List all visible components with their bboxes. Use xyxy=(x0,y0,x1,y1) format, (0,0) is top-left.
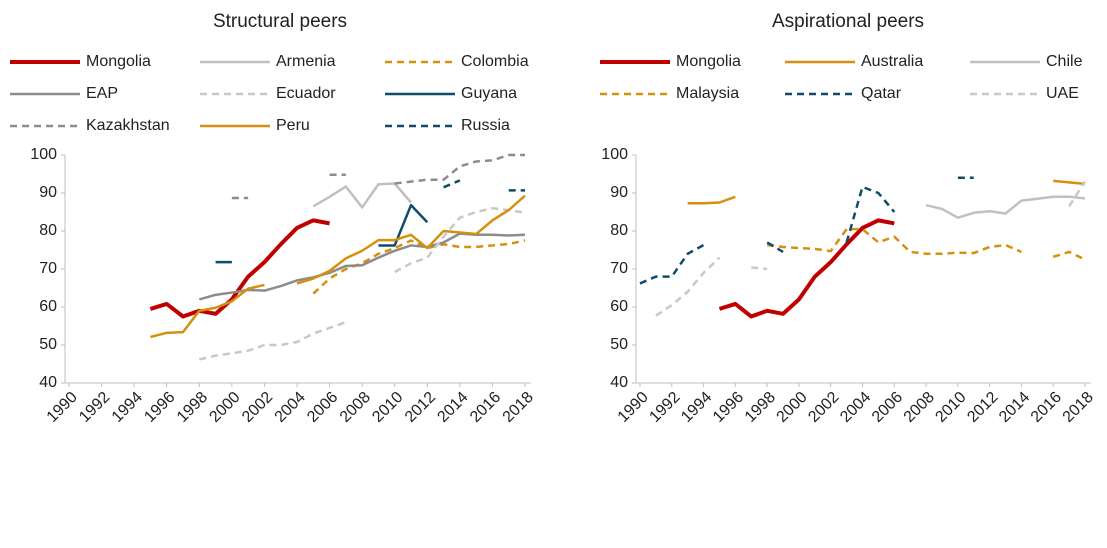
legend-label: Qatar xyxy=(861,85,902,102)
series-line xyxy=(231,153,525,200)
series-line xyxy=(687,179,1086,205)
legend-label: Colombia xyxy=(461,53,529,70)
x-tick-label: 2012 xyxy=(402,389,439,426)
x-tick-label: 2014 xyxy=(434,389,471,426)
legend-label: Russia xyxy=(461,117,510,134)
chart-title: Structural peers xyxy=(213,11,347,32)
x-tick-label: 2006 xyxy=(869,389,906,426)
x-tick-label: 2014 xyxy=(996,389,1033,426)
x-tick-label: 2010 xyxy=(369,389,406,426)
series-line xyxy=(766,227,1086,261)
chart-title: Aspirational peers xyxy=(772,11,924,32)
x-tick-label: 1996 xyxy=(141,389,178,426)
y-tick-label: 90 xyxy=(39,184,57,201)
x-tick-label: 1994 xyxy=(678,389,715,426)
legend-label: EAP xyxy=(86,85,118,102)
legend-label: Ecuador xyxy=(276,85,336,102)
y-tick-label: 100 xyxy=(30,146,57,163)
x-tick-label: 2002 xyxy=(239,389,276,426)
legend-label: Armenia xyxy=(276,53,336,70)
series-line xyxy=(149,218,330,319)
x-tick-label: 2018 xyxy=(500,389,537,426)
legend-label: Mongolia xyxy=(86,53,151,70)
legend-label: Peru xyxy=(276,117,310,134)
x-tick-label: 2000 xyxy=(774,389,811,426)
y-tick-label: 40 xyxy=(39,374,57,391)
y-tick-label: 40 xyxy=(610,374,628,391)
series-line xyxy=(150,194,526,339)
x-tick-label: 2016 xyxy=(467,389,504,426)
y-tick-label: 100 xyxy=(601,146,628,163)
x-tick-label: 1992 xyxy=(76,389,113,426)
x-tick-label: 2004 xyxy=(272,389,309,426)
series-line xyxy=(312,239,526,295)
x-tick-label: 2000 xyxy=(206,389,243,426)
series-line xyxy=(312,182,412,209)
x-tick-label: 2002 xyxy=(805,389,842,426)
x-tick-label: 1996 xyxy=(710,389,747,426)
x-tick-label: 2010 xyxy=(932,389,969,426)
y-tick-label: 60 xyxy=(610,298,628,315)
y-tick-label: 70 xyxy=(610,260,628,277)
legend-label: Malaysia xyxy=(676,85,739,102)
y-tick-label: 90 xyxy=(610,184,628,201)
legend-label: Mongolia xyxy=(676,53,741,70)
y-tick-label: 60 xyxy=(39,298,57,315)
x-tick-label: 1994 xyxy=(109,389,146,426)
legend-label: Kazakhstan xyxy=(86,117,170,134)
x-tick-label: 2008 xyxy=(337,389,374,426)
series-line xyxy=(925,195,1086,219)
y-tick-label: 70 xyxy=(39,260,57,277)
legend-label: Chile xyxy=(1046,53,1083,70)
x-tick-label: 2008 xyxy=(901,389,938,426)
series-line xyxy=(443,179,525,192)
x-tick-label: 1998 xyxy=(742,389,779,426)
x-tick-label: 2012 xyxy=(964,389,1001,426)
x-tick-label: 1990 xyxy=(615,389,652,426)
x-tick-label: 2004 xyxy=(837,389,874,426)
x-tick-label: 2006 xyxy=(304,389,341,426)
legend-label: Guyana xyxy=(461,85,517,102)
y-tick-label: 50 xyxy=(610,336,628,353)
series-line xyxy=(655,180,1087,317)
series-line xyxy=(215,203,429,264)
y-tick-label: 80 xyxy=(610,222,628,239)
x-tick-label: 1992 xyxy=(646,389,683,426)
y-tick-label: 50 xyxy=(39,336,57,353)
x-tick-label: 1990 xyxy=(44,389,81,426)
series-line xyxy=(199,206,526,361)
legend-label: UAE xyxy=(1046,85,1079,102)
legend-label: Australia xyxy=(861,53,923,70)
x-tick-label: 1998 xyxy=(174,389,211,426)
series-line xyxy=(718,218,895,319)
y-tick-label: 80 xyxy=(39,222,57,239)
x-tick-label: 2018 xyxy=(1060,389,1097,426)
series-line xyxy=(639,176,974,285)
x-tick-label: 2016 xyxy=(1028,389,1065,426)
